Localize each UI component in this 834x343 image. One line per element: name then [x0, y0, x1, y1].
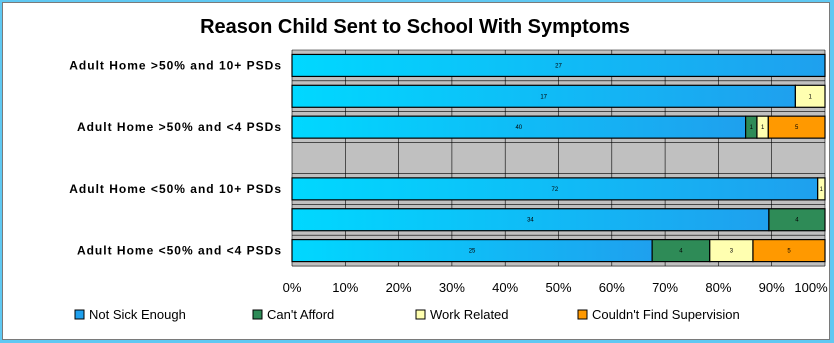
bar-segment — [817, 177, 826, 201]
category-labels: Adult Home >50% and 10+ PSDs Adult Home >… — [69, 58, 282, 258]
legend-label: Not Sick Enough — [89, 307, 186, 322]
bar-value-label: 17 — [540, 94, 547, 100]
bar-value-label: 5 — [795, 125, 799, 131]
bar-segment — [794, 84, 826, 108]
x-tick-label: 30% — [439, 280, 465, 295]
bar-value-label: 1 — [820, 187, 824, 193]
x-tick-label: 100% — [794, 280, 828, 295]
bars: 27 17 1 40 1 1 5 72 1 34 4 25 4 3 5 — [291, 53, 826, 263]
x-tick-label: 80% — [705, 280, 731, 295]
x-tick-label: 60% — [599, 280, 625, 295]
bar-value-label: 34 — [527, 218, 534, 224]
chart-frame: Reason Child Sent to School With Symptom… — [2, 2, 830, 340]
bar-value-label: 3 — [730, 249, 734, 255]
x-tick-label: 0% — [283, 280, 302, 295]
bar-segment — [752, 238, 826, 263]
x-tick-label: 10% — [332, 280, 358, 295]
bar-segment — [768, 208, 826, 232]
x-tick-label: 90% — [759, 280, 785, 295]
legend-swatch — [252, 309, 263, 320]
x-tick-label: 40% — [492, 280, 518, 295]
category-label: Adult Home >50% and <4 PSDs — [77, 120, 282, 134]
category-label: Adult Home >50% and 10+ PSDs — [69, 58, 282, 72]
legend-label: Couldn't Find Supervision — [592, 307, 740, 322]
bar-value-label: 1 — [750, 125, 754, 131]
bar-value-label: 1 — [761, 125, 765, 131]
bar-value-label: 5 — [787, 249, 791, 255]
legend-label: Can't Afford — [267, 307, 334, 322]
legend-label: Work Related — [430, 307, 509, 322]
bar-segment — [767, 115, 826, 139]
chart-title: Reason Child Sent to School With Symptom… — [200, 16, 630, 38]
x-tick-label: 50% — [545, 280, 571, 295]
bar-value-label: 40 — [515, 125, 522, 131]
bar-value-label: 72 — [552, 187, 559, 193]
legend: Not Sick Enough Can't Afford Work Related C… — [74, 307, 740, 322]
x-tick-labels: 0% 10% 20% 30% 40% 50% 60% 70% 80% 90% 100% — [283, 280, 828, 295]
bar-value-label: 4 — [795, 218, 799, 224]
legend-swatch — [415, 309, 426, 320]
legend-swatch — [577, 309, 588, 320]
legend-swatch — [74, 309, 85, 320]
category-label: Adult Home <50% and 10+ PSDs — [69, 182, 282, 196]
category-label: Adult Home <50% and <4 PSDs — [77, 244, 282, 258]
bar-value-label: 27 — [555, 63, 562, 69]
bar-value-label: 4 — [679, 249, 683, 255]
x-tick-label: 70% — [652, 280, 678, 295]
bar-value-label: 25 — [469, 249, 476, 255]
bar-segment — [291, 53, 826, 78]
bar-value-label: 1 — [809, 94, 813, 100]
chart: Reason Child Sent to School With Symptom… — [69, 16, 828, 322]
x-tick-label: 20% — [386, 280, 412, 295]
